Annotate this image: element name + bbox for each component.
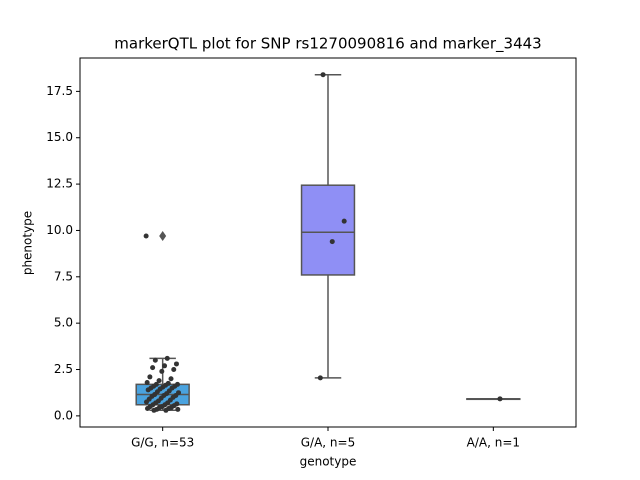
x-tick-label: G/G, n=53: [131, 436, 194, 450]
data-point: [173, 361, 179, 367]
data-point: [151, 407, 157, 413]
data-point: [497, 396, 503, 402]
data-point: [147, 374, 153, 380]
data-point: [145, 387, 151, 393]
x-tick-label: A/A, n=1: [467, 436, 520, 450]
data-point: [341, 218, 347, 224]
y-tick-label: 15.0: [46, 130, 73, 144]
data-point: [152, 357, 158, 363]
y-tick-label: 12.5: [46, 177, 73, 191]
data-point: [164, 355, 170, 361]
y-tick-label: 17.5: [46, 84, 73, 98]
data-point: [329, 239, 335, 245]
data-point: [144, 379, 150, 385]
y-tick-label: 2.5: [54, 362, 73, 376]
data-point: [159, 368, 165, 374]
y-tick-label: 10.0: [46, 223, 73, 237]
y-tick-label: 7.5: [54, 269, 73, 283]
data-point: [163, 407, 169, 413]
data-point: [168, 376, 174, 382]
y-tick-label: 5.0: [54, 316, 73, 330]
box: [300, 184, 356, 276]
x-tick-label: G/A, n=5: [301, 436, 355, 450]
data-point: [320, 72, 326, 78]
chart-title: markerQTL plot for SNP rs1270090816 and …: [114, 35, 541, 54]
data-point: [162, 363, 168, 369]
y-axis-label: phenotype: [21, 211, 35, 275]
data-point: [150, 365, 156, 371]
y-tick-label: 0.0: [54, 408, 73, 422]
data-point: [143, 399, 149, 405]
outlier: [159, 231, 167, 242]
data-point: [175, 406, 181, 412]
data-point: [143, 233, 149, 239]
plot-frame: [79, 57, 577, 428]
data-point: [171, 367, 177, 373]
x-axis-label: genotype: [300, 455, 357, 469]
data-point: [317, 375, 323, 381]
data-point: [156, 378, 162, 384]
data-point: [144, 405, 150, 411]
